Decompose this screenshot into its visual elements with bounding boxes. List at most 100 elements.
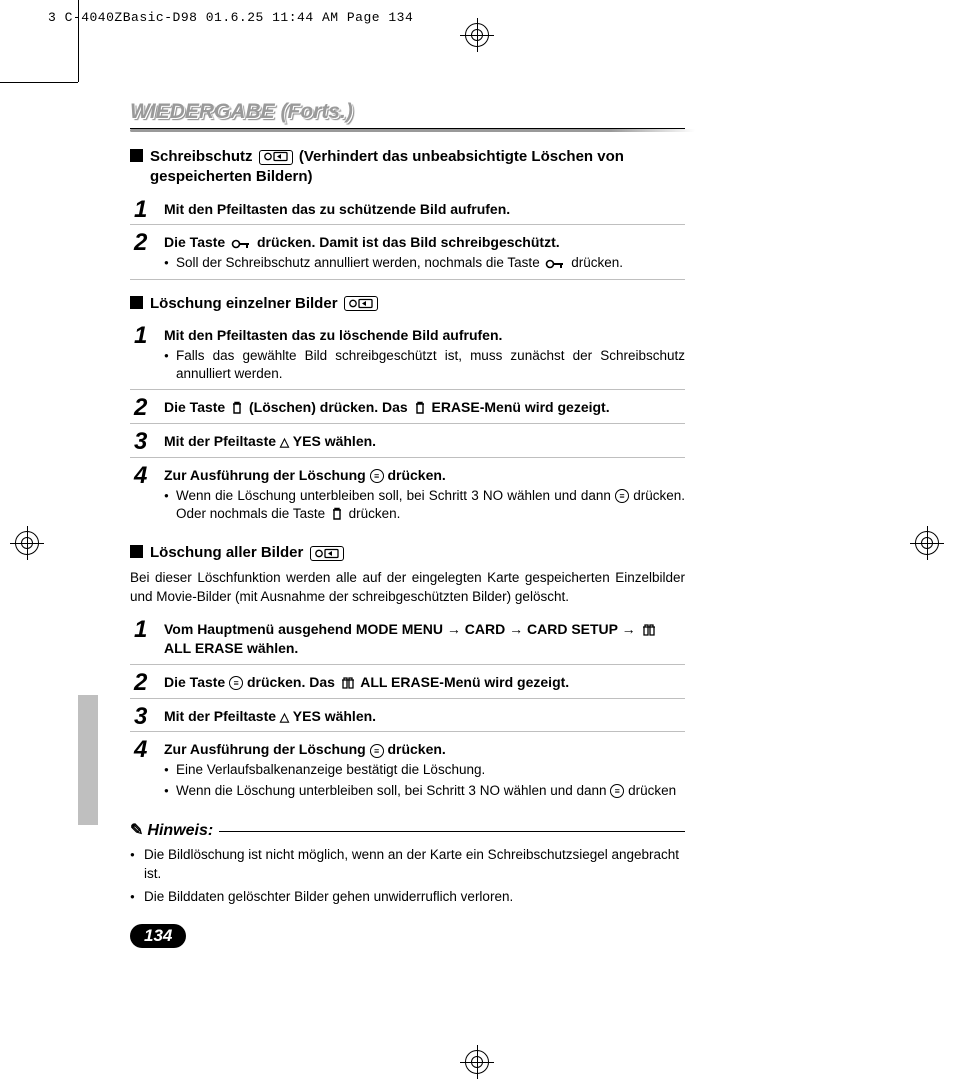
text: Mit der Pfeiltaste bbox=[164, 708, 276, 724]
arrow-right-icon: → bbox=[509, 621, 527, 637]
arrow-right-icon: → bbox=[447, 621, 465, 637]
step-title: Mit den Pfeiltasten das zu schützende Bi… bbox=[164, 200, 685, 219]
registration-mark-icon bbox=[910, 526, 944, 560]
side-tab bbox=[78, 695, 98, 825]
ok-button-icon: ≡ bbox=[615, 489, 629, 503]
section-title: WIEDERGABE (Forts.) bbox=[130, 100, 685, 129]
playback-mode-icon bbox=[344, 296, 378, 311]
text: Wenn die Löschung unterbleiben soll, bei… bbox=[176, 488, 611, 503]
text: Wenn die Löschung unterbleiben soll, bei… bbox=[176, 783, 607, 798]
step-body: Falls das gewählte Bild schreibgeschützt… bbox=[164, 347, 685, 383]
step-title: Zur Ausführung der Löschung ≡ drücken. bbox=[164, 740, 685, 759]
trash-icon bbox=[231, 401, 243, 415]
protect-key-icon bbox=[545, 258, 565, 270]
step: 1 Vom Hauptmenü ausgehend MODE MENU → CA… bbox=[130, 614, 685, 665]
all-erase-icon bbox=[642, 623, 656, 637]
text: ALL ERASE-Menü wird gezeigt. bbox=[360, 674, 569, 690]
step: 4 Zur Ausführung der Löschung ≡ drücken.… bbox=[130, 734, 685, 805]
text: Vom Hauptmenü ausgehend MODE MENU bbox=[164, 621, 443, 637]
sub-title-a: Schreibschutz bbox=[150, 148, 253, 165]
step: 2 Die Taste ≡ drücken. Das ALL ERASE-Men… bbox=[130, 667, 685, 699]
step-number: 2 bbox=[134, 229, 147, 257]
step-title: Mit der Pfeiltaste △ YES wählen. bbox=[164, 707, 685, 726]
step-number: 2 bbox=[134, 669, 147, 697]
trash-icon bbox=[414, 401, 426, 415]
step-title: Vom Hauptmenü ausgehend MODE MENU → CARD… bbox=[164, 620, 685, 658]
sub-title: Löschung aller Bilder bbox=[150, 544, 303, 561]
step-title: Mit der Pfeiltaste △ YES wählen. bbox=[164, 432, 685, 451]
page-number-value: 134 bbox=[130, 924, 186, 948]
step-number: 1 bbox=[134, 322, 147, 350]
sub-intro: Bei dieser Löschfunktion werden alle auf… bbox=[130, 569, 685, 605]
text: drücken. bbox=[349, 506, 401, 521]
ok-button-icon: ≡ bbox=[610, 784, 624, 798]
text: drücken bbox=[628, 783, 676, 798]
text: ALL ERASE wählen. bbox=[164, 640, 298, 656]
step: 1 Mit den Pfeiltasten das zu schützende … bbox=[130, 194, 685, 226]
text: YES wählen. bbox=[293, 708, 376, 724]
registration-mark-icon bbox=[10, 526, 44, 560]
sub-title: Löschung einzelner Bilder bbox=[150, 295, 338, 312]
bullet: Eine Verlaufsbalkenanzeige bestätigt die… bbox=[164, 761, 685, 779]
text: Zur Ausführung der Löschung bbox=[164, 741, 366, 757]
step: 2 Die Taste (Löschen) drücken. Das ERASE… bbox=[130, 392, 685, 424]
crop-mark-h bbox=[0, 82, 78, 83]
subsection-loeschung-einzeln: Löschung einzelner Bilder bbox=[130, 294, 685, 314]
crop-mark-v bbox=[78, 0, 79, 82]
text: Zur Ausführung der Löschung bbox=[164, 467, 366, 483]
step: 4 Zur Ausführung der Löschung ≡ drücken.… bbox=[130, 460, 685, 529]
text: drücken. Damit ist das Bild schreibgesch… bbox=[257, 234, 560, 250]
page-content: WIEDERGABE (Forts.) Schreibschutz (Verhi… bbox=[130, 100, 685, 948]
step-title: Mit den Pfeiltasten das zu löschende Bil… bbox=[164, 326, 685, 345]
step-body: Wenn die Löschung unterbleiben soll, bei… bbox=[164, 487, 685, 523]
step-title: Zur Ausführung der Löschung ≡ drücken. bbox=[164, 466, 685, 485]
text: Die Taste bbox=[164, 674, 225, 690]
protect-key-icon bbox=[231, 238, 251, 250]
note-label: Hinweis: bbox=[130, 820, 219, 840]
step-number: 3 bbox=[134, 428, 147, 456]
step-number: 1 bbox=[134, 196, 147, 224]
registration-mark-icon bbox=[460, 1045, 494, 1079]
text: (Löschen) drücken. Das bbox=[249, 399, 408, 415]
text: CARD SETUP bbox=[527, 621, 618, 637]
text: CARD bbox=[465, 621, 505, 637]
playback-mode-icon bbox=[259, 150, 293, 165]
subsection-loeschung-alle: Löschung aller Bilder bbox=[130, 543, 685, 563]
page-number: 134 bbox=[130, 924, 685, 948]
step-number: 4 bbox=[134, 462, 147, 490]
up-triangle-icon: △ bbox=[280, 710, 289, 724]
ok-button-icon: ≡ bbox=[370, 469, 384, 483]
step-title: Die Taste drücken. Damit ist das Bild sc… bbox=[164, 233, 685, 252]
arrow-right-icon: → bbox=[622, 621, 640, 637]
step: 1 Mit den Pfeiltasten das zu löschende B… bbox=[130, 320, 685, 390]
text: drücken. bbox=[571, 255, 623, 270]
text: drücken. bbox=[387, 741, 445, 757]
note-box: Hinweis: Die Bildlöschung ist nicht mögl… bbox=[130, 820, 685, 907]
ok-button-icon: ≡ bbox=[370, 744, 384, 758]
note-item: Die Bildlöschung ist nicht möglich, wenn… bbox=[130, 846, 685, 884]
text: YES wählen. bbox=[293, 433, 376, 449]
text: Die Taste bbox=[164, 234, 225, 250]
up-triangle-icon: △ bbox=[280, 435, 289, 449]
step-body: Soll der Schreibschutz annulliert werden… bbox=[164, 254, 685, 272]
playback-mode-icon bbox=[310, 546, 344, 561]
trash-icon bbox=[331, 507, 343, 521]
step-number: 2 bbox=[134, 394, 147, 422]
step-body: Eine Verlaufsbalkenanzeige bestätigt die… bbox=[164, 761, 685, 799]
ok-button-icon: ≡ bbox=[229, 676, 243, 690]
step-number: 1 bbox=[134, 616, 147, 644]
step-title: Die Taste (Löschen) drücken. Das ERASE-M… bbox=[164, 398, 685, 417]
text: Die Taste bbox=[164, 399, 225, 415]
text: drücken. bbox=[387, 467, 445, 483]
square-bullet-icon bbox=[130, 545, 143, 558]
subsection-schreibschutz: Schreibschutz (Verhindert das unbeabsich… bbox=[130, 147, 685, 188]
text: ERASE-Menü wird gezeigt. bbox=[431, 399, 609, 415]
text: Mit der Pfeiltaste bbox=[164, 433, 276, 449]
step-number: 4 bbox=[134, 736, 147, 764]
step: 3 Mit der Pfeiltaste △ YES wählen. bbox=[130, 426, 685, 458]
step: 3 Mit der Pfeiltaste △ YES wählen. bbox=[130, 701, 685, 733]
square-bullet-icon bbox=[130, 149, 143, 162]
step-title: Die Taste ≡ drücken. Das ALL ERASE-Menü … bbox=[164, 673, 685, 692]
square-bullet-icon bbox=[130, 296, 143, 309]
text: drücken. Das bbox=[247, 674, 335, 690]
